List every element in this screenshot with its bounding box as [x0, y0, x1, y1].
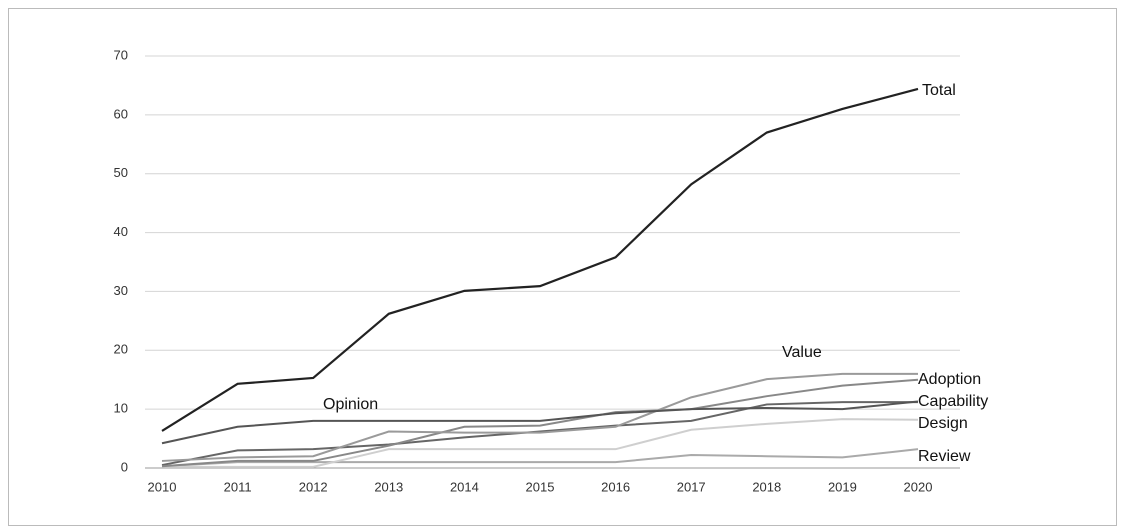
- y-tick-label: 30: [114, 283, 128, 298]
- y-tick-label: 0: [121, 459, 128, 474]
- y-tick-label: 20: [114, 342, 128, 357]
- series-line: [161, 378, 919, 468]
- series-label: Design: [918, 415, 968, 432]
- series-line: [161, 400, 919, 445]
- x-tick-label: 2011: [224, 479, 252, 494]
- series-line: [161, 87, 919, 432]
- series-label: Total: [922, 82, 956, 99]
- series-label: Opinion: [323, 396, 378, 413]
- x-tick-label: 2018: [752, 479, 781, 494]
- y-tick-label: 60: [114, 106, 128, 121]
- y-tick-label: 50: [114, 165, 128, 180]
- x-tick-label: 2010: [148, 479, 177, 494]
- x-tick-label: 2013: [374, 479, 403, 494]
- series-label: Value: [782, 344, 822, 361]
- x-tick-label: 2014: [450, 479, 479, 494]
- x-tick-label: 2012: [299, 479, 328, 494]
- x-tick-label: 2017: [677, 479, 706, 494]
- series-line: [162, 418, 919, 468]
- series-label: Review: [918, 448, 971, 465]
- y-tick-label: 70: [114, 47, 128, 62]
- series-line: [161, 401, 918, 467]
- x-tick-label: 2015: [526, 479, 555, 494]
- x-tick-label: 2020: [904, 479, 933, 494]
- x-tick-label: 2019: [828, 479, 857, 494]
- series-label: Adoption: [918, 371, 981, 388]
- frame: [8, 8, 1117, 526]
- y-tick-label: 40: [114, 224, 128, 239]
- series-line: [161, 372, 918, 462]
- y-tick-label: 10: [114, 401, 128, 416]
- series-line: [161, 448, 919, 468]
- series-label: Capability: [918, 393, 988, 410]
- x-tick-label: 2016: [601, 479, 630, 494]
